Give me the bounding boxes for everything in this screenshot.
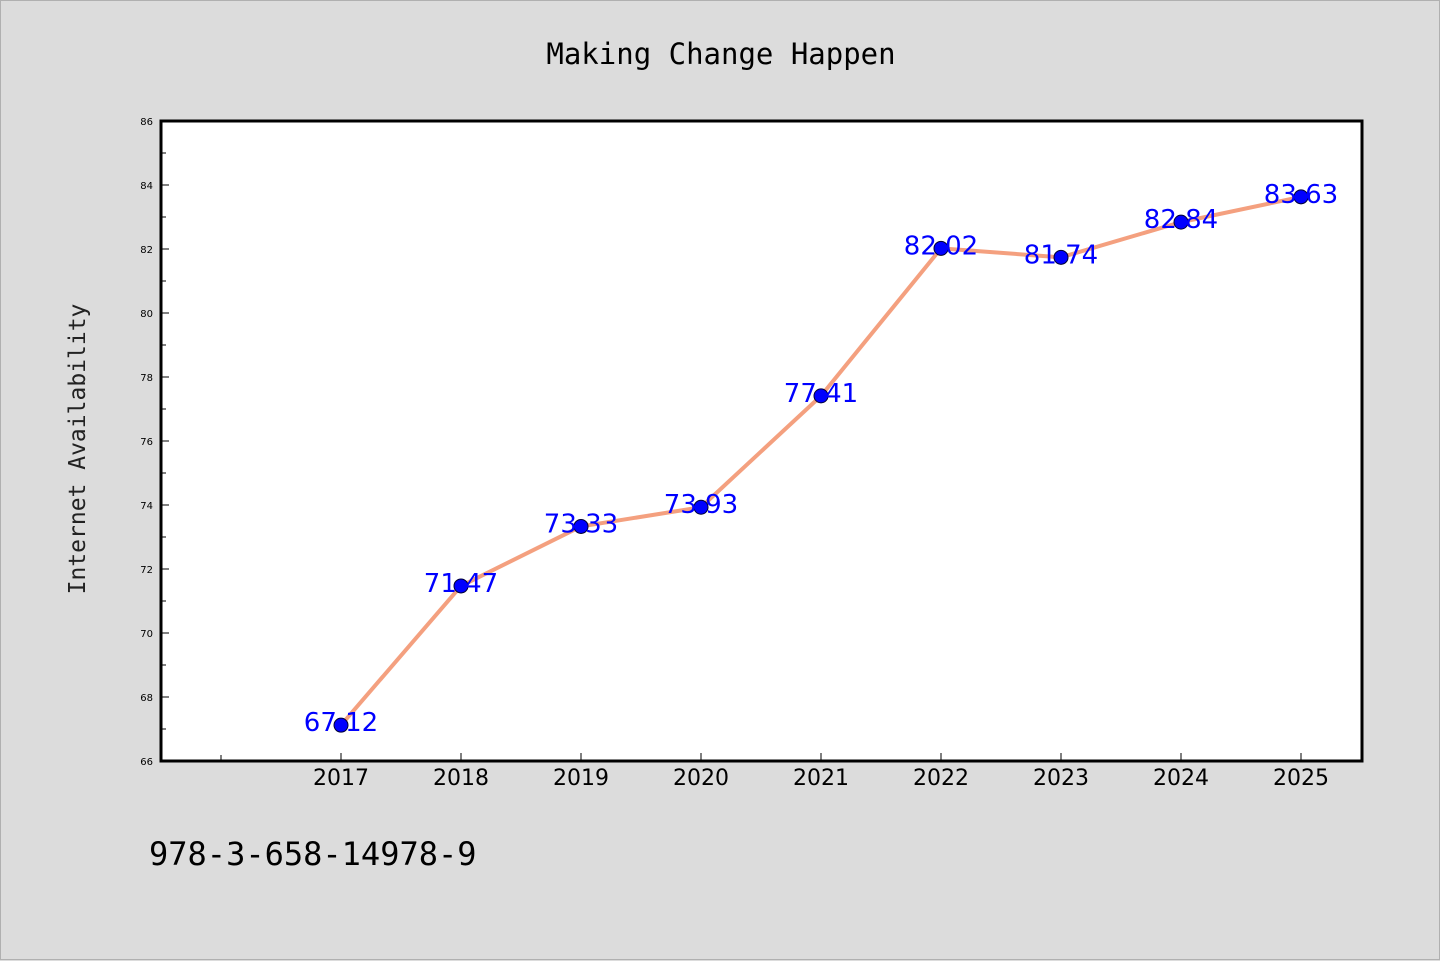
y-tick-label: 86 — [140, 117, 153, 128]
y-tick-label: 68 — [140, 693, 153, 704]
y-tick-label: 82 — [140, 245, 153, 256]
data-point — [813, 388, 829, 404]
data-label: 71.47 — [424, 569, 498, 599]
data-label: 82.84 — [1144, 205, 1218, 235]
y-axis-label: Internet Availability — [65, 304, 91, 595]
y-tick-label: 76 — [140, 437, 153, 448]
data-point — [573, 518, 589, 534]
data-point — [453, 578, 469, 594]
y-tick-label: 74 — [140, 501, 153, 512]
y-tick-label: 84 — [140, 181, 153, 192]
series-line-group — [333, 189, 1309, 733]
y-tick-label: 70 — [140, 629, 153, 640]
data-label: 81.74 — [1024, 240, 1098, 270]
data-label: 67.12 — [304, 708, 378, 738]
x-tick-label: 2023 — [1033, 766, 1089, 791]
y-tick-label: 72 — [140, 565, 153, 576]
x-tick-label: 2019 — [553, 766, 609, 791]
data-point — [1053, 249, 1069, 265]
x-axis: 2017 2018 2019 2020 2021 2022 2023 2024 2025 — [220, 753, 1329, 791]
data-point — [693, 499, 709, 515]
data-point — [933, 240, 949, 256]
data-label: 77.41 — [784, 379, 858, 409]
chart-title: Making Change Happen — [546, 37, 895, 71]
isbn-footer: 978-3-658-14978-9 — [149, 835, 477, 873]
data-label: 73.33 — [544, 509, 618, 539]
data-label: 83.63 — [1264, 180, 1338, 210]
data-point — [1293, 189, 1309, 205]
y-axis: 66 68 70 72 74 76 78 80 82 84 86 — [140, 117, 169, 768]
data-labels: 67.12 71.47 73.33 73.93 77.41 82.02 81.74 82.84… — [304, 180, 1338, 738]
data-point — [333, 717, 349, 733]
y-tick-label: 78 — [140, 373, 153, 384]
data-label: 73.93 — [664, 490, 738, 520]
y-tick-label: 80 — [140, 309, 153, 320]
data-point — [1173, 214, 1189, 230]
data-label: 82.02 — [904, 231, 978, 261]
x-tick-label: 2018 — [433, 766, 489, 791]
x-tick-label: 2017 — [313, 766, 369, 791]
y-tick-label: 66 — [140, 757, 153, 768]
x-tick-label: 2021 — [793, 766, 849, 791]
x-tick-label: 2022 — [913, 766, 969, 791]
x-tick-label: 2020 — [673, 766, 729, 791]
x-tick-label: 2024 — [1153, 766, 1209, 791]
x-tick-label: 2025 — [1273, 766, 1329, 791]
